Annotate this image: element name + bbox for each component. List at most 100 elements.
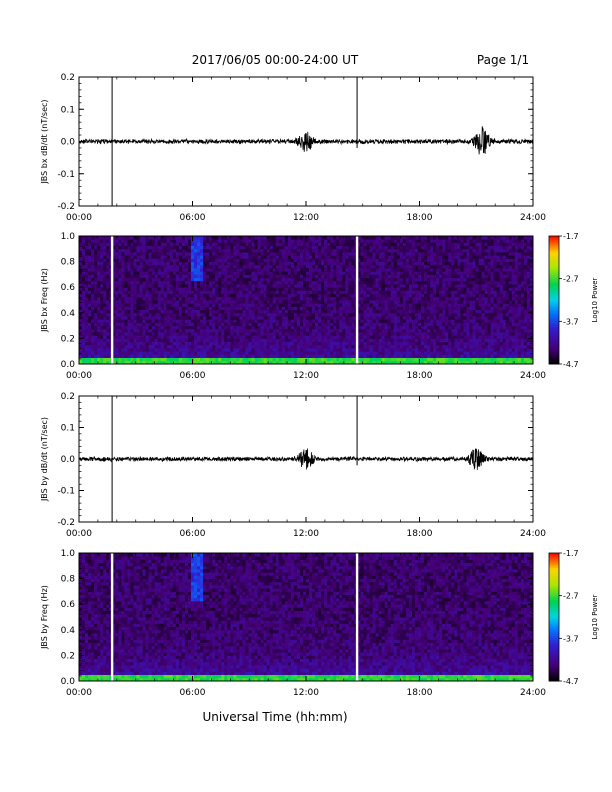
spectrogram-cell: [324, 332, 328, 336]
spectrogram-cell: [387, 306, 392, 310]
spectrogram-cell: [363, 280, 367, 285]
spectrogram-cell: [79, 351, 83, 355]
spectrogram-cell: [302, 348, 307, 352]
spectrogram-cell: [312, 354, 316, 358]
spectrogram-cell: [97, 239, 101, 243]
spectrogram-cell: [236, 271, 240, 275]
spectrogram-cell: [324, 280, 328, 285]
spectrogram-cell: [396, 338, 401, 342]
spectrogram-cell: [251, 290, 255, 294]
spectrogram-cell: [336, 296, 340, 301]
spectrogram-cell: [342, 338, 346, 342]
spectrogram-cell: [272, 248, 277, 253]
spectrogram-cell: [200, 357, 204, 362]
spectrogram-cell: [166, 284, 171, 288]
spectrogram-cell: [139, 245, 143, 250]
spectrogram-cell: [414, 274, 419, 278]
spectrogram-cell: [130, 300, 134, 304]
spectrogram-cell: [312, 306, 316, 310]
spectrogram-cell: [399, 303, 404, 307]
spectrogram-cell: [345, 303, 349, 307]
spectrogram-cell: [414, 312, 419, 317]
spectrogram-cell: [390, 325, 395, 330]
spectrogram-cell: [417, 306, 422, 310]
spectrogram-cell: [175, 252, 180, 256]
spectrogram-cell: [212, 319, 216, 323]
spectrogram-cell: [103, 245, 107, 250]
spectrogram-cell: [342, 335, 346, 339]
spectrogram-cell: [372, 344, 377, 349]
spectrogram-cell: [257, 335, 261, 339]
spectrogram-cell: [184, 261, 189, 266]
spectrogram-cell: [239, 344, 243, 349]
spectrogram-cell: [245, 338, 249, 342]
spectrogram-cell: [130, 258, 134, 262]
spectrogram-cell: [302, 309, 307, 314]
spectrogram-cell: [411, 312, 416, 317]
spectrogram-cell: [414, 357, 419, 362]
spectrogram-cell: [160, 312, 165, 317]
spectrogram-cell: [360, 351, 364, 355]
spectrogram-cell: [306, 332, 310, 336]
spectrogram-cell: [433, 284, 437, 288]
spectrogram-cell: [369, 335, 373, 339]
spectrogram-cell: [106, 274, 110, 278]
spectrogram-cell: [121, 287, 125, 291]
spectrogram-cell: [439, 296, 443, 301]
spectrogram-cell: [248, 252, 252, 256]
spectrogram-cell: [106, 296, 110, 301]
spectrogram-cell: [181, 312, 186, 317]
spectrogram-cell: [299, 319, 304, 323]
spectrogram-cell: [330, 280, 334, 285]
spectrogram-cell: [200, 258, 204, 262]
spectrogram-cell: [79, 248, 83, 253]
spectrogram-cell: [342, 328, 346, 333]
spectrogram-cell: [445, 348, 449, 352]
spectrogram-cell: [88, 303, 92, 307]
spectrogram-cell: [309, 239, 313, 243]
spectrogram-cell: [275, 332, 280, 336]
spectrogram-cell: [275, 264, 280, 269]
spectrogram-cell: [172, 344, 177, 349]
spectrogram-cell: [85, 344, 89, 349]
spectrogram-cell: [260, 290, 265, 294]
spectrogram-cell: [175, 293, 180, 298]
spectrogram-cell: [309, 316, 313, 320]
spectrogram-cell: [88, 338, 92, 342]
spectrogram-cell: [260, 296, 265, 301]
spectrogram-cell: [390, 319, 395, 323]
spectrogram-cell: [436, 322, 440, 326]
spectrogram-cell: [187, 239, 192, 243]
spectrogram-cell: [121, 296, 125, 301]
spectrogram-cell: [408, 328, 413, 333]
spectrogram-cell: [163, 309, 168, 314]
spectrogram-cell: [315, 300, 319, 304]
spectrogram-cell: [408, 280, 413, 285]
spectrogram-cell: [245, 341, 249, 346]
spectrogram-cell: [357, 328, 361, 333]
spectrogram-cell: [299, 277, 304, 282]
spectrogram-cell: [103, 242, 107, 246]
spectrogram-cell: [324, 344, 328, 349]
spectrogram-cell: [148, 268, 153, 272]
spectrogram-cell: [163, 306, 168, 310]
spectrogram-cell: [275, 236, 280, 240]
spectrogram-cell: [82, 348, 86, 352]
spectrogram-cell: [94, 341, 98, 346]
spectrogram-cell: [290, 290, 295, 294]
spectrogram-cell: [169, 328, 174, 333]
spectrogram-cell: [302, 360, 307, 365]
spectrogram-cell: [227, 316, 231, 320]
spectrogram-cell: [263, 271, 268, 275]
spectrogram-cell: [151, 248, 156, 253]
spectrogram-cell: [436, 312, 440, 317]
spectrogram-cell: [227, 322, 231, 326]
spectrogram-cell: [345, 264, 349, 269]
spectrogram-cell: [339, 274, 343, 278]
spectrogram-cell: [402, 306, 407, 310]
spectrogram-cell: [427, 316, 431, 320]
spectrogram-cell: [91, 341, 95, 346]
spectrogram-cell: [221, 319, 225, 323]
spectrogram-cell: [399, 268, 404, 272]
